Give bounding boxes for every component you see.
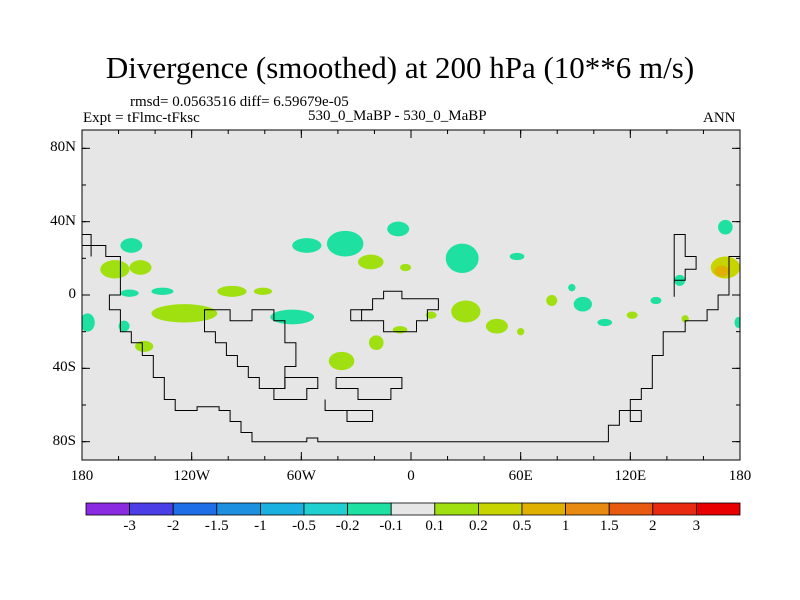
anomaly-patch <box>714 265 730 277</box>
anomaly-patch <box>292 238 322 253</box>
anomaly-patch <box>151 287 174 296</box>
experiment-label: Expt = tFlmc-tFksc <box>83 110 200 126</box>
anomaly-patch <box>392 326 408 334</box>
colorbar-swatch <box>652 502 697 516</box>
coastline <box>324 399 374 422</box>
y-tick-label: 40S <box>52 359 76 376</box>
coastline <box>335 377 403 400</box>
colorbar-swatch <box>85 502 130 516</box>
anomaly-patch <box>368 335 384 350</box>
anomaly-patch <box>270 309 315 325</box>
anomaly-patch <box>626 311 638 319</box>
colorbar-label: 3 <box>692 518 701 534</box>
anomaly-patch <box>135 340 154 352</box>
coastline <box>204 309 297 389</box>
stats-label: rmsd= 0.0563516 diff= 6.59679e-05 <box>130 94 349 110</box>
colorbar-label: -3 <box>123 518 136 534</box>
colorbar <box>85 502 741 516</box>
anomaly-patch <box>517 328 525 336</box>
colorbar-label: 0.5 <box>512 518 532 534</box>
anomaly-patch <box>118 320 130 332</box>
colorbar-label: -2 <box>166 518 180 534</box>
colorbar-swatch <box>303 502 348 516</box>
colorbar-swatch <box>565 502 610 516</box>
colorbar-swatch <box>477 502 523 516</box>
colorbar-swatch <box>129 502 174 516</box>
anomaly-patch <box>445 243 479 273</box>
anomaly-patch <box>120 238 143 253</box>
anomaly-patch <box>357 254 384 270</box>
colorbar-label: -1.5 <box>204 518 229 534</box>
colorbar-label: -1 <box>254 518 267 534</box>
anomaly-patch <box>573 296 592 312</box>
anomaly-patch <box>129 260 152 275</box>
continent-outlines <box>82 234 740 443</box>
y-tick-label: 0 <box>68 286 77 302</box>
colorbar-swatch <box>696 502 741 516</box>
anomaly-patch <box>253 287 273 296</box>
x-tick-label: 0 <box>407 468 415 484</box>
colorbar-label: 0.1 <box>425 518 445 534</box>
coastline <box>361 309 373 321</box>
coastline <box>273 377 319 400</box>
anomaly-patch <box>546 295 558 306</box>
anomaly-patch <box>400 263 411 272</box>
colorbar-swatch <box>347 502 392 516</box>
anomaly-patch <box>151 304 218 323</box>
colorbar-swatch <box>259 502 305 516</box>
colorbar-label: -0.5 <box>292 518 316 534</box>
anomaly-patch <box>326 230 364 257</box>
anomaly-patches <box>82 219 740 371</box>
anomaly-patch <box>82 313 95 332</box>
coastline <box>82 234 740 443</box>
y-tick-label: 80N <box>50 139 76 156</box>
anomaly-patch <box>734 317 740 328</box>
colorbar-swatch <box>608 502 654 516</box>
x-tick-label: 60W <box>286 468 316 484</box>
anomaly-patch <box>568 284 576 292</box>
coastline <box>82 245 92 257</box>
anomaly-patch <box>451 300 481 323</box>
x-tick-label: 60E <box>508 468 533 484</box>
colorbar-label: 2 <box>649 518 657 534</box>
y-tick-label: 80S <box>52 432 76 449</box>
coastline <box>673 234 697 297</box>
anomaly-patch <box>718 219 733 235</box>
colorbar-swatch <box>390 502 436 516</box>
anomaly-patch <box>425 311 437 319</box>
colorbar-swatch <box>434 502 479 516</box>
colorbar-swatch <box>216 502 261 516</box>
anomaly-patch <box>387 221 410 237</box>
chart-title: Divergence (smoothed) at 200 hPa (10**6 … <box>105 50 695 85</box>
coastline <box>350 290 439 333</box>
x-tick-label: 120W <box>173 468 210 484</box>
x-tick-label: 180 <box>728 468 752 484</box>
x-tick-label: 120E <box>614 468 647 484</box>
anomaly-patch <box>328 351 355 371</box>
colorbar-label: 1 <box>561 518 570 534</box>
axis-ticks <box>81 130 741 460</box>
anomaly-patch <box>485 318 508 334</box>
anomaly-patch <box>217 285 247 297</box>
anomaly-patch <box>509 252 525 261</box>
colorbar-swatch <box>521 502 566 516</box>
anomaly-patch <box>100 260 130 279</box>
x-tick-label: 180 <box>70 468 94 484</box>
colorbar-label: 0.2 <box>469 518 488 534</box>
anomaly-patch <box>597 318 613 327</box>
colorbar-swatch <box>172 502 218 516</box>
coastline <box>629 410 642 422</box>
season-label: ANN <box>703 110 736 126</box>
colorbar-label: 1.5 <box>599 518 619 534</box>
colorbar-label: -0.1 <box>379 518 404 534</box>
case-label: 530_0_MaBP - 530_0_MaBP <box>308 108 487 124</box>
colorbar-label: -0.2 <box>335 518 360 534</box>
anomaly-patch <box>650 296 662 305</box>
anomaly-patch <box>120 289 139 297</box>
y-tick-label: 40N <box>50 212 76 229</box>
